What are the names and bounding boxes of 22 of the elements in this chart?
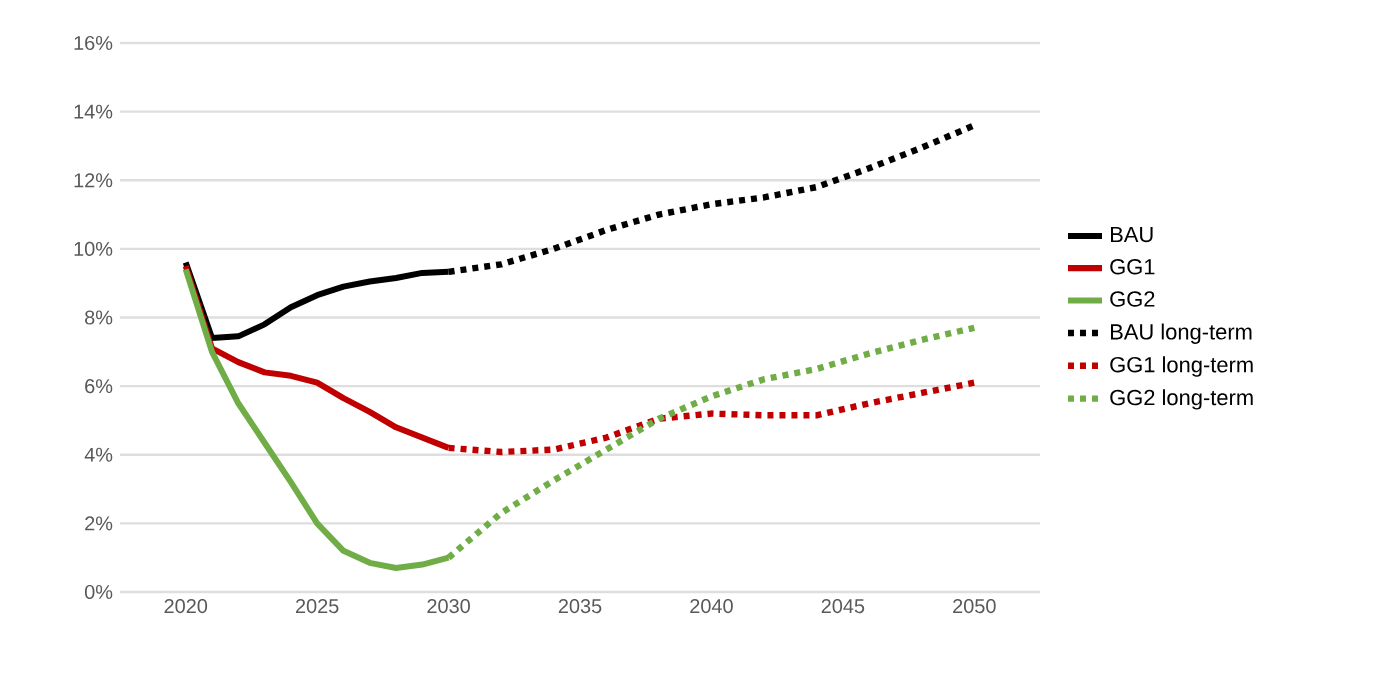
x-tick-label: 2025 [295, 599, 339, 614]
y-tick-label: 0% [84, 584, 113, 600]
legend-label: GG2 long-term [1110, 389, 1253, 410]
legend-label: GG1 long-term [1110, 356, 1253, 377]
y-tick-label: 12% [74, 173, 113, 188]
legend-label: BAU [1111, 226, 1153, 243]
x-tick-label: 2020 [164, 599, 208, 614]
x-tick-label: 2030 [427, 599, 470, 614]
y-tick-label: 6% [85, 379, 113, 394]
y-tick-label: 2% [85, 516, 113, 531]
y-tick-label: 10% [74, 241, 113, 256]
legend-label: GG1 [1110, 259, 1155, 275]
x-tick-label: 2040 [690, 599, 733, 614]
x-tick-label: 2045 [821, 599, 865, 614]
x-tick-label: 2035 [558, 599, 602, 614]
legend-label: GG2 [1110, 291, 1155, 307]
y-tick-label: 4% [84, 447, 113, 462]
y-tick-label: 8% [85, 310, 113, 325]
y-tick-label: 14% [74, 104, 113, 119]
y-tick-label: 16% [74, 35, 113, 51]
legend-label: BAU long-term [1111, 323, 1252, 344]
x-tick-label: 2050 [953, 599, 996, 614]
